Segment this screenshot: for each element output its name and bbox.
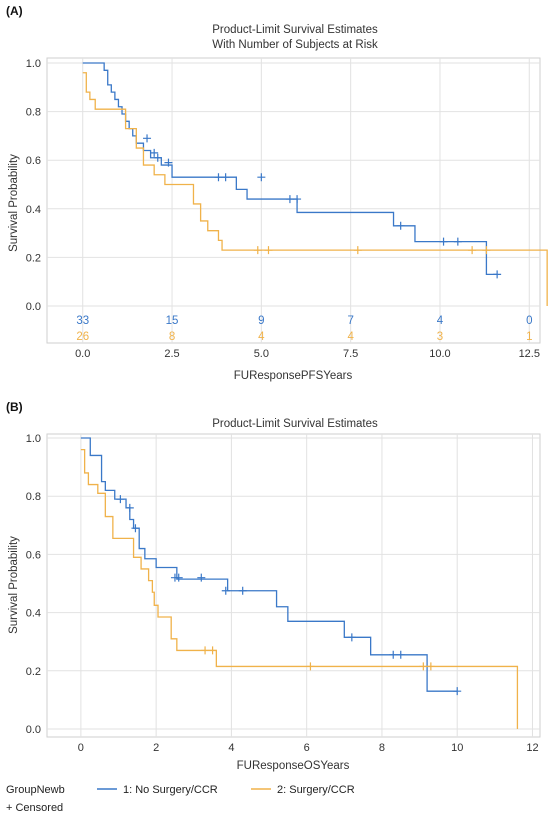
panel-b-curve-no-surgery [80,437,458,692]
panel-b-y-tick-label: 1.0 [26,433,41,445]
panel-b-x-axis-label: FUResponseOSYears [237,760,350,772]
panel-a-x-tick-label: 10.0 [429,348,450,360]
panel-b-plot: 0.0 0.2 0.4 0.6 0.8 1.0 0 2 4 6 8 10 12 [26,433,541,754]
panel-b-x-tick-label: 0 [78,742,84,754]
panel-a-censor-mark-no-surgery [453,237,462,246]
panel-a-censor-mark-surgery [482,246,491,255]
panel-a-x-tick-label: 5.0 [254,348,269,360]
panel-a-at-risk-no-surgery: 4 [437,315,444,327]
panel-b-censor-mark-surgery [419,662,428,671]
panel-a-x-axis-label: FUResponsePFSYears [234,370,353,382]
panel-a-plot: 0.00.20.40.60.81.00.0 2.5 5.0 7.5 10.0 12.533… [26,57,548,360]
panel-a-y-tick-label: 0.6 [26,155,41,167]
panel-b-y-tick-label: 0.2 [26,666,41,678]
panel-b-label: (B) [6,400,23,414]
panel-a-x-tick-label: 2.5 [164,348,179,360]
panel-a-at-risk-surgery: 1 [526,331,532,343]
panel-b-censor-mark-surgery [201,646,210,655]
panel-a-censor-mark-no-surgery [214,173,223,182]
panel-a-censor-mark-no-surgery [257,173,266,182]
panel-a-censor-mark-surgery [264,246,273,255]
panel-a-subtitle: With Number of Subjects at Risk [212,39,378,51]
panel-b-censor-mark-no-surgery [221,586,230,595]
panel-b-censor-mark-no-surgery [131,524,140,533]
panel-b-censor-mark-no-surgery [453,687,462,696]
panel-a-censor-mark-no-surgery [150,148,159,157]
panel-b-plot-frame [46,433,541,738]
panel-a-censor-mark-surgery [353,246,362,255]
panel-b-y-tick-label: 0.6 [26,549,41,561]
panel-b-censor-mark-surgery [208,646,217,655]
panel-a-at-risk-surgery: 26 [76,331,89,343]
panel-a-at-risk-no-surgery: 15 [166,315,179,327]
panel-a-curve-no-surgery [82,62,498,276]
panel-b-x-tick-label: 8 [379,742,385,754]
panel-b: (B) Product-Limit Survival Estimates Sur… [6,400,541,772]
panel-a-x-tick-label: 12.5 [519,348,540,360]
panel-a-censor-mark-surgery [253,246,262,255]
legend-title: GroupNewb [6,784,65,796]
panel-b-censor-mark-no-surgery [389,650,398,659]
legend-censored-label: + Censored [6,802,63,814]
panel-a-censor-mark-no-surgery [293,195,302,204]
panel-a-censor-mark-surgery [468,246,477,255]
panel-a-censor-mark-no-surgery [143,134,152,143]
panel-b-y-tick-label: 0.0 [26,724,41,736]
legend-label-no-surgery: 1: No Surgery/CCR [123,784,218,796]
panel-a-at-risk-surgery: 8 [169,331,175,343]
panel-b-x-tick-label: 10 [451,742,463,754]
panel-b-censor-mark-surgery [306,662,315,671]
panel-b-censor-mark-no-surgery [125,503,134,512]
panel-b-censor-mark-no-surgery [396,650,405,659]
panel-b-x-tick-label: 2 [153,742,159,754]
panel-a-censor-mark-no-surgery [493,270,502,279]
panel-b-censor-mark-no-surgery [347,633,356,642]
panel-a-title: Product-Limit Survival Estimates [212,24,378,36]
panel-a-censor-mark-no-surgery [285,195,294,204]
panel-a-plot-frame [46,57,541,344]
panel-b-y-axis-label: Survival Probability [8,536,20,634]
panel-b-censor-mark-surgery [426,662,435,671]
legend-label-surgery: 2: Surgery/CCR [277,784,355,796]
panel-a-at-risk-surgery: 4 [347,331,354,343]
panel-b-y-tick-label: 0.4 [26,608,41,620]
panel-b-x-tick-label: 4 [228,742,234,754]
panel-a-at-risk-surgery: 4 [258,331,265,343]
panel-b-censor-mark-no-surgery [116,495,125,504]
panel-a-censor-mark-no-surgery [396,221,405,230]
panel-a-y-tick-label: 0.4 [26,204,41,216]
legend: GroupNewb 1: No Surgery/CCR 2: Surgery/C… [6,784,355,814]
panel-a-label: (A) [6,4,23,18]
panel-b-censor-mark-no-surgery [174,573,183,582]
panel-b-censor-mark-no-surgery [197,573,206,582]
panel-a-censor-mark-no-surgery [221,173,230,182]
panel-a: (A) Product-Limit Survival Estimates Wit… [6,4,548,382]
panel-a-x-tick-label: 0.0 [75,348,90,360]
panel-b-censor-mark-no-surgery [238,586,247,595]
panel-a-curve-surgery [82,72,548,306]
panel-b-title: Product-Limit Survival Estimates [212,418,378,430]
panel-a-x-tick-label: 7.5 [343,348,358,360]
panel-a-censor-mark-no-surgery [153,153,162,162]
panel-b-curve-surgery [80,448,519,729]
panel-a-y-tick-label: 1.0 [26,58,41,70]
panel-a-at-risk-no-surgery: 0 [526,315,532,327]
panel-a-at-risk-no-surgery: 7 [347,315,353,327]
panel-b-x-tick-label: 12 [526,742,538,754]
panel-a-at-risk-no-surgery: 9 [258,315,264,327]
panel-a-censor-mark-no-surgery [164,158,173,167]
panel-b-y-tick-label: 0.8 [26,491,41,503]
panel-a-y-tick-label: 0.2 [26,252,41,264]
panel-a-at-risk-no-surgery: 33 [76,315,89,327]
panel-b-x-tick-label: 6 [304,742,310,754]
panel-a-y-tick-label: 0.8 [26,107,41,119]
panel-a-y-tick-label: 0.0 [26,301,41,313]
panel-a-y-axis-label: Survival Probability [8,154,20,252]
panel-a-at-risk-surgery: 3 [437,331,443,343]
panel-a-censor-mark-no-surgery [439,237,448,246]
